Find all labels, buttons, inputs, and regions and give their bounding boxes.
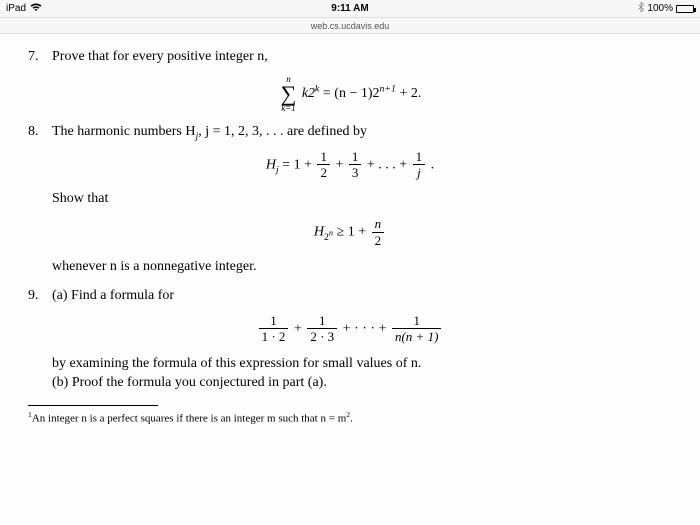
whenever-text: whenever n is a nonnegative integer. bbox=[52, 258, 672, 277]
url-bar[interactable]: web.cs.ucdavis.edu bbox=[0, 18, 700, 34]
battery-icon bbox=[676, 5, 694, 13]
problem-number: 8. bbox=[28, 123, 52, 142]
by-examining: by examining the formula of this express… bbox=[52, 355, 672, 374]
equation-8a: Hj = 1 + 12 + 13 + . . . + 1j . bbox=[28, 150, 672, 181]
problem-7: 7. Prove that for every positive integer… bbox=[28, 48, 672, 113]
show-that: Show that bbox=[52, 190, 672, 209]
equation-9: 11 · 2 + 12 · 3 + · · · + 1n(n + 1) bbox=[28, 314, 672, 345]
problem-statement: Prove that for every positive integer n, bbox=[52, 48, 672, 67]
bluetooth-icon bbox=[638, 2, 644, 15]
document-content: 7. Prove that for every positive integer… bbox=[0, 34, 700, 436]
status-left: iPad bbox=[6, 3, 235, 15]
battery-pct: 100% bbox=[647, 3, 673, 14]
problem-9: 9. (a) Find a formula for 11 · 2 + 12 · … bbox=[28, 287, 672, 393]
equation-8b: H2n ≥ 1 + n2 bbox=[28, 217, 672, 248]
problem-number: 9. bbox=[28, 287, 52, 306]
problem-statement: (a) Find a formula for bbox=[52, 287, 672, 306]
device-label: iPad bbox=[6, 3, 26, 14]
status-time: 9:11 AM bbox=[235, 3, 464, 14]
footnote-rule bbox=[28, 405, 158, 406]
footnote: 1An integer n is a perfect squares if th… bbox=[28, 410, 672, 426]
ios-status-bar: iPad 9:11 AM 100% bbox=[0, 0, 700, 18]
summation: n ∑ k=1 bbox=[281, 75, 297, 113]
status-right: 100% bbox=[465, 2, 694, 15]
problem-statement: The harmonic numbers Hj, j = 1, 2, 3, . … bbox=[52, 123, 672, 142]
equation-7: n ∑ k=1 k2k = (n − 1)2n+1 + 2. bbox=[28, 75, 672, 113]
problem-8: 8. The harmonic numbers Hj, j = 1, 2, 3,… bbox=[28, 123, 672, 277]
part-b: (b) Proof the formula you conjectured in… bbox=[52, 374, 672, 393]
wifi-icon bbox=[30, 3, 42, 15]
problem-number: 7. bbox=[28, 48, 52, 67]
